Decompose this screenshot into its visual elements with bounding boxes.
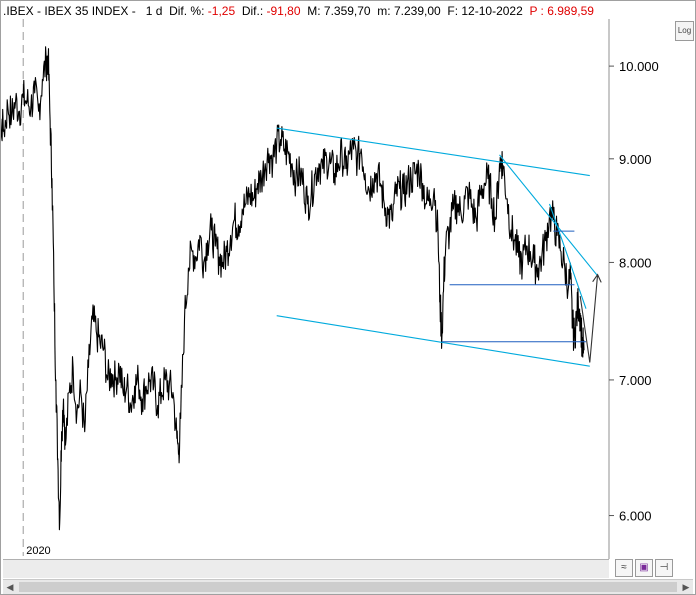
- price-series-line: [1, 46, 585, 531]
- y-tick-label: 7.000: [619, 373, 652, 388]
- dif-pct-label: Dif. %:: [169, 4, 205, 18]
- projection-arrow: [579, 276, 597, 363]
- date-label: F:: [447, 4, 459, 18]
- y-tick-label: 10.000: [619, 59, 659, 74]
- dif-pct-value: -1,25: [207, 4, 236, 18]
- trend-line: [548, 203, 587, 309]
- pin-icon[interactable]: ⊣: [655, 559, 673, 577]
- price-label: P :: [529, 4, 544, 18]
- min-label: m:: [377, 4, 391, 18]
- date-value: 12-10-2022: [461, 4, 523, 18]
- time-axis-bar: [3, 559, 609, 578]
- scroll-thumb[interactable]: [19, 582, 677, 592]
- y-tick-label: 8.000: [619, 255, 652, 270]
- min-value: 7.239,00: [393, 4, 441, 18]
- price-chart[interactable]: 6.0007.0008.0009.00010.00020202020202120…: [1, 1, 695, 561]
- max-label: M:: [307, 4, 321, 18]
- horizontal-scrollbar[interactable]: ◀ ▶: [3, 579, 693, 594]
- interval-label: 1 d: [145, 4, 163, 18]
- y-tick-label: 6.000: [619, 509, 652, 524]
- dif-value: -91,80: [266, 4, 301, 18]
- max-value: 7.359,70: [323, 4, 371, 18]
- trend-line: [276, 127, 590, 177]
- dif-label: Dif.:: [241, 4, 264, 18]
- trend-line: [276, 315, 590, 367]
- chart-header: .IBEX - IBEX 35 INDEX - 1 d Dif. %: -1,2…: [3, 4, 594, 18]
- log-scale-button[interactable]: Log: [675, 21, 694, 41]
- scroll-left-icon[interactable]: ◀: [6, 582, 14, 592]
- save-icon[interactable]: ▣: [635, 559, 653, 577]
- footer-tools: ≈ ▣ ⊣: [615, 559, 673, 577]
- trend-line: [499, 154, 598, 277]
- wave-icon[interactable]: ≈: [615, 559, 633, 577]
- symbol-label: .IBEX - IBEX 35 INDEX -: [3, 4, 136, 18]
- price-value: 6.989,59: [547, 4, 594, 18]
- scroll-right-icon[interactable]: ▶: [682, 582, 690, 592]
- y-tick-label: 9.000: [619, 152, 652, 167]
- year-marker-label: 2020: [26, 545, 50, 557]
